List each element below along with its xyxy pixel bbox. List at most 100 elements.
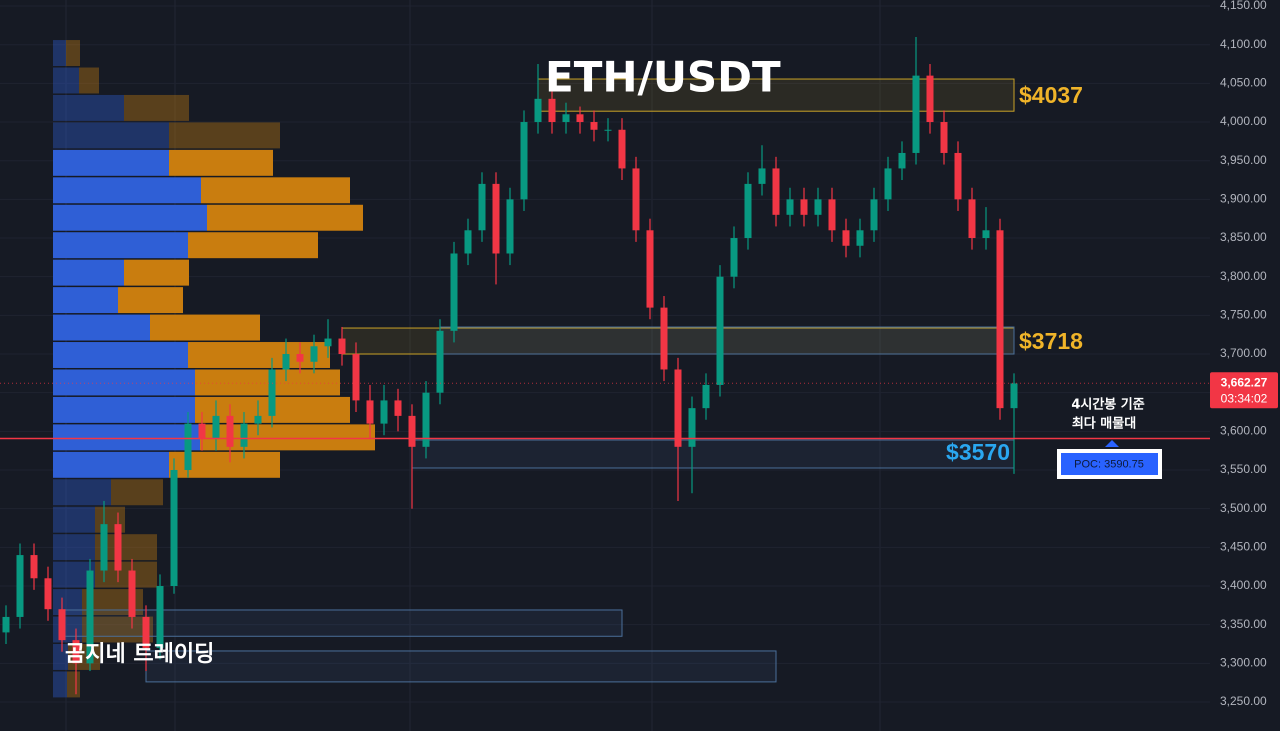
current-price-box bbox=[1210, 372, 1278, 409]
countdown-label: 03:34:02 bbox=[1221, 391, 1268, 405]
profile-sell-bar bbox=[169, 122, 280, 149]
profile-buy-bar bbox=[53, 644, 68, 670]
profile-sell-bar bbox=[207, 204, 363, 231]
candle-body bbox=[856, 230, 864, 246]
candle-body bbox=[380, 400, 388, 424]
price-zone bbox=[537, 78, 1015, 112]
candle-body bbox=[982, 230, 990, 239]
y-tick-label: 3,350.00 bbox=[1220, 617, 1267, 631]
y-tick-label: 3,400.00 bbox=[1220, 578, 1267, 592]
candle-body bbox=[674, 369, 682, 447]
poc-note: 4시간봉 기준 bbox=[1071, 397, 1144, 413]
candle-body bbox=[212, 415, 220, 440]
y-tick-label: 3,550.00 bbox=[1220, 462, 1267, 476]
candle-body bbox=[926, 75, 934, 123]
candle-body bbox=[464, 230, 472, 254]
candle-body bbox=[44, 578, 52, 610]
current-price-label: 3,662.27 bbox=[1221, 375, 1268, 389]
zone-label: $3570 bbox=[946, 439, 1010, 465]
y-tick-label: 3,750.00 bbox=[1220, 308, 1267, 322]
candle-body bbox=[86, 570, 94, 664]
candle-body bbox=[296, 354, 304, 362]
candle-body bbox=[954, 152, 962, 200]
profile-buy-bar bbox=[53, 424, 200, 451]
candle-body bbox=[422, 392, 430, 447]
candle-body bbox=[338, 338, 346, 355]
price-zone bbox=[61, 609, 623, 637]
profile-buy-bar bbox=[53, 149, 169, 176]
candle-body bbox=[576, 114, 584, 123]
profile-buy-bar bbox=[53, 342, 188, 368]
candle-body bbox=[604, 129, 612, 131]
candle-body bbox=[478, 183, 486, 231]
profile-buy-bar bbox=[53, 396, 195, 423]
profile-sell-bar bbox=[150, 314, 260, 341]
profile-buy-bar bbox=[53, 616, 82, 643]
candle-body bbox=[492, 183, 500, 254]
candle-body bbox=[884, 168, 892, 200]
poc-label: POC: 3590.75 bbox=[1074, 458, 1144, 470]
price-zone bbox=[439, 326, 1015, 355]
y-tick-label: 3,950.00 bbox=[1220, 153, 1267, 167]
candle-body bbox=[324, 338, 332, 347]
chart-title: ETH/USDT bbox=[545, 53, 781, 102]
candle-body bbox=[408, 415, 416, 447]
profile-buy-bar bbox=[53, 122, 169, 149]
candle-body bbox=[506, 199, 514, 254]
profile-buy-bar bbox=[53, 177, 201, 204]
poc-note: 최다 매물대 bbox=[1072, 416, 1136, 432]
candle-body bbox=[660, 307, 668, 370]
y-tick-label: 4,000.00 bbox=[1220, 114, 1267, 128]
y-tick-label: 3,800.00 bbox=[1220, 269, 1267, 283]
candle-body bbox=[226, 415, 234, 447]
candle-body bbox=[58, 609, 66, 641]
y-tick-label: 4,150.00 bbox=[1220, 0, 1267, 12]
candle-body bbox=[996, 230, 1004, 409]
profile-buy-bar bbox=[53, 314, 150, 341]
profile-sell-bar bbox=[79, 67, 99, 94]
candle-body bbox=[254, 415, 262, 424]
profile-sell-bar bbox=[66, 40, 80, 67]
y-tick-label: 3,850.00 bbox=[1220, 230, 1267, 244]
profile-sell-bar bbox=[111, 479, 163, 506]
y-tick-label: 3,500.00 bbox=[1220, 501, 1267, 515]
candle-body bbox=[2, 616, 10, 633]
candle-body bbox=[744, 183, 752, 239]
price-zone bbox=[411, 439, 1015, 469]
y-tick-label: 3,250.00 bbox=[1220, 694, 1267, 708]
candle-body bbox=[366, 400, 374, 424]
candle-body bbox=[156, 586, 164, 648]
candle-body bbox=[828, 199, 836, 231]
profile-sell-bar bbox=[188, 342, 330, 368]
profile-sell-bar bbox=[188, 232, 318, 259]
candle-body bbox=[940, 122, 948, 153]
y-tick-label: 4,050.00 bbox=[1220, 76, 1267, 90]
profile-buy-bar bbox=[53, 232, 188, 259]
candle-body bbox=[436, 330, 444, 393]
profile-buy-bar bbox=[53, 451, 169, 478]
profile-buy-bar bbox=[53, 204, 207, 231]
candle-body bbox=[968, 199, 976, 239]
profile-sell-bar bbox=[67, 671, 80, 698]
candle-body bbox=[142, 616, 150, 648]
candle-body bbox=[618, 129, 626, 169]
candle-body bbox=[842, 230, 850, 246]
candle-body bbox=[450, 253, 458, 331]
plot: 3,250.00 3,300.00 3,350.00 3,400.00 3,450.00… bbox=[0, 0, 1278, 708]
candle-body bbox=[310, 346, 318, 362]
zone-label: $3718 bbox=[1019, 328, 1083, 354]
y-tick-label: 3,900.00 bbox=[1220, 192, 1267, 206]
price-zone bbox=[145, 650, 777, 683]
candle-body bbox=[716, 276, 724, 385]
zone-label: $4037 bbox=[1019, 82, 1083, 108]
candle-body bbox=[800, 199, 808, 215]
candle-body bbox=[100, 524, 108, 571]
candle-body bbox=[72, 640, 80, 664]
candle-body bbox=[772, 168, 780, 215]
candle-body bbox=[282, 354, 290, 370]
profile-sell-bar bbox=[201, 177, 350, 204]
profile-buy-bar bbox=[53, 67, 79, 94]
candle-body bbox=[240, 423, 248, 447]
